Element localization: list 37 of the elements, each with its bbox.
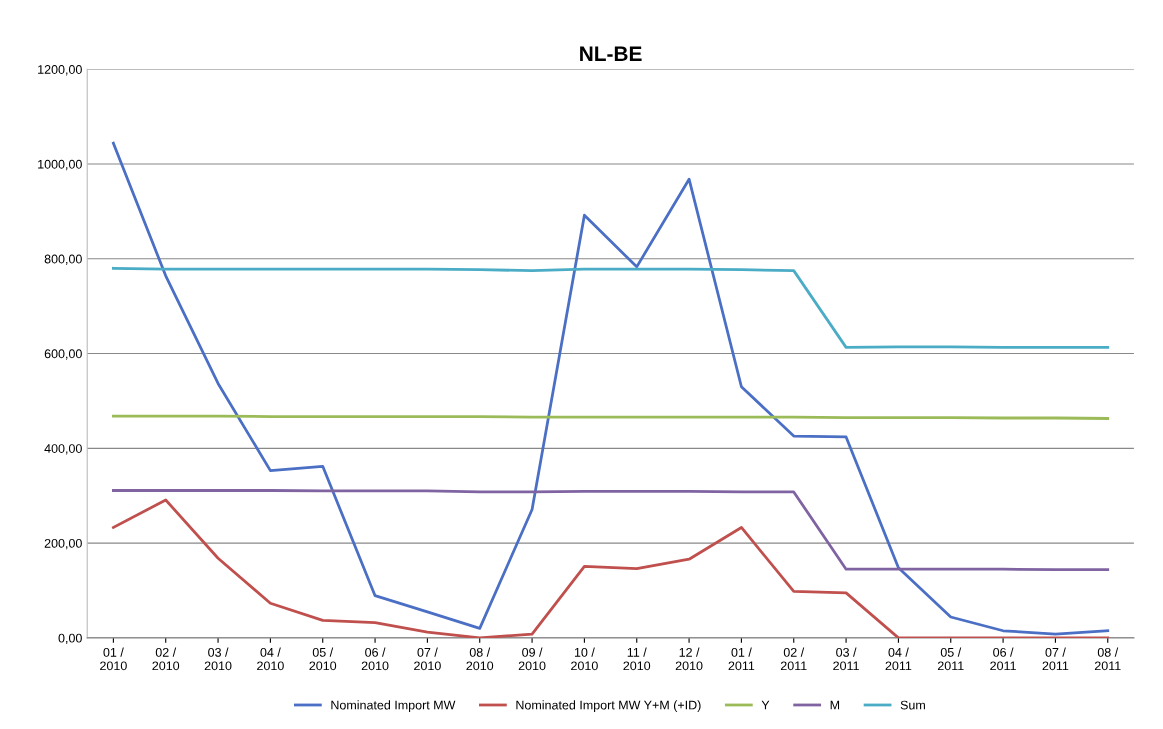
x-tick-label: 01 / 2011 (728, 647, 755, 671)
legend-label: Y (761, 700, 770, 710)
x-tick-label: 03 / 2010 (204, 647, 232, 671)
x-tick-label: 10 / 2010 (571, 647, 598, 671)
line-series (112, 498, 1110, 638)
x-tick-label: 08 / 2010 (466, 647, 494, 671)
x-tick-label: 02 / 2010 (152, 647, 180, 671)
y-tick-label: 800,00 (44, 254, 82, 265)
chart-title: NL-BE (580, 46, 642, 61)
x-tick-label: 05 / 2010 (309, 647, 337, 671)
y-tick-label: 1200,00 (38, 65, 82, 76)
y-tick-label: 0,00 (58, 633, 82, 644)
x-tick-label: 08 / 2011 (1094, 647, 1121, 671)
x-tick-label: 02 / 2011 (780, 647, 807, 671)
x-tick-label: 09 / 2010 (518, 647, 546, 671)
x-tick-label: 07 / 2010 (414, 647, 441, 671)
x-tick-label: 05 / 2011 (937, 647, 964, 671)
legend-label: Nominated Import MW (331, 700, 456, 712)
legend-label: Nominated Import MW Y+M (+ID) (516, 700, 701, 712)
x-tick-label: 12 / 2010 (675, 647, 703, 671)
x-tick-label: 06 / 2010 (361, 647, 389, 671)
x-tick-label: 04 / 2010 (257, 647, 284, 671)
y-tick-label: 1000,00 (38, 159, 82, 171)
line-series (112, 141, 1110, 636)
x-tick-label: 11 / 2010 (623, 647, 651, 671)
x-tick-label: 01 / 2010 (100, 647, 127, 671)
legend-label: M (830, 700, 840, 710)
y-tick-label: 200,00 (44, 538, 82, 550)
x-tick-label: 07 / 2011 (1042, 647, 1069, 671)
line-series (112, 489, 1110, 572)
y-tick-label: 600,00 (44, 349, 82, 360)
line-series (112, 266, 1110, 349)
y-tick-label: 400,00 (44, 444, 82, 455)
legend-label: Sum (900, 700, 925, 710)
x-tick-label: 06 / 2011 (990, 647, 1016, 671)
x-tick-label: 04 / 2011 (885, 647, 912, 671)
x-tick-label: 03 / 2011 (833, 647, 859, 671)
